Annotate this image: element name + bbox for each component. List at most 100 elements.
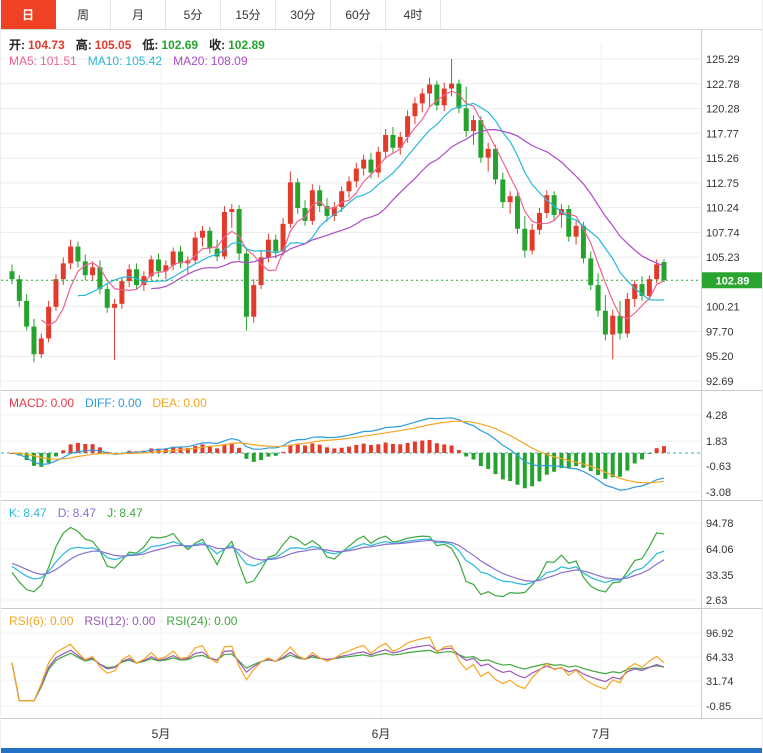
macd-histogram-bar bbox=[618, 452, 623, 477]
candle-body bbox=[75, 246, 81, 262]
macd-histogram-bar bbox=[478, 452, 483, 467]
macd-histogram-bar bbox=[229, 443, 234, 453]
candle-body bbox=[566, 209, 572, 237]
open-value: 104.73 bbox=[28, 37, 65, 52]
candle-body bbox=[412, 103, 418, 117]
tab-周[interactable]: 周 bbox=[56, 0, 111, 29]
macd-histogram-bar bbox=[544, 452, 549, 475]
candle-body bbox=[368, 159, 374, 173]
dea-value: 0.00 bbox=[183, 396, 207, 410]
candle-body bbox=[68, 246, 74, 264]
candle-body bbox=[324, 206, 330, 216]
macd-histogram-bar bbox=[449, 445, 454, 453]
candle-body bbox=[207, 230, 213, 249]
macd-histogram-bar bbox=[471, 452, 476, 460]
high-label: 高: bbox=[75, 38, 92, 52]
tab-月[interactable]: 月 bbox=[111, 0, 166, 29]
macd-histogram-bar bbox=[632, 452, 637, 464]
candle-body bbox=[287, 182, 293, 224]
candle-body bbox=[156, 259, 162, 272]
j-label: J: bbox=[107, 506, 117, 520]
macd-panel bbox=[1, 417, 701, 491]
j-line bbox=[11, 526, 665, 598]
macd-histogram-bar bbox=[207, 445, 212, 453]
high-value: 105.05 bbox=[94, 37, 132, 52]
macd-histogram-bar bbox=[346, 446, 351, 453]
candle-body bbox=[602, 310, 608, 335]
y-axis-label: 96.92 bbox=[706, 628, 734, 640]
diff-value: 0.00 bbox=[118, 396, 142, 410]
ma5-value: 101.51 bbox=[40, 54, 77, 68]
macd-histogram-bar bbox=[332, 448, 337, 453]
open-readout: 开: 104.73 bbox=[9, 36, 65, 53]
candle-body bbox=[595, 285, 601, 311]
macd-histogram-bar bbox=[310, 443, 315, 453]
close-label: 收: bbox=[209, 38, 226, 52]
candle-body bbox=[375, 151, 381, 173]
candlestick-chart[interactable]: 125.29 122.78 120.28 117.77 115.26 112.75 110.… bbox=[1, 30, 763, 753]
j-readout: J: 8.47 bbox=[107, 506, 143, 520]
y-axis-label: 100.21 bbox=[706, 302, 740, 314]
ma5-label: MA5: bbox=[9, 54, 38, 68]
y-axis-label: 97.70 bbox=[706, 327, 734, 339]
tab-4时[interactable]: 4时 bbox=[386, 0, 441, 29]
low-label: 低: bbox=[142, 38, 159, 52]
candle-body bbox=[588, 258, 594, 286]
macd-histogram-bar bbox=[420, 440, 425, 453]
tab-60分[interactable]: 60分 bbox=[331, 0, 386, 29]
y-axis-label: 1.83 bbox=[706, 436, 727, 448]
macd-histogram-bar bbox=[325, 447, 330, 453]
candle-body bbox=[514, 196, 520, 229]
rsi24-label: RSI(24): bbox=[166, 614, 212, 628]
panel-separators bbox=[1, 30, 762, 719]
y-axis-label: 31.74 bbox=[706, 676, 734, 688]
candle-body bbox=[265, 239, 271, 258]
candle-body bbox=[441, 88, 447, 106]
candle-body bbox=[617, 315, 623, 334]
candle-body bbox=[390, 134, 396, 148]
y-axis-label: 4.28 bbox=[706, 410, 727, 422]
bottom-scroll-bar[interactable] bbox=[1, 748, 763, 753]
macd-histogram-bar bbox=[647, 452, 652, 454]
macd-label: MACD: bbox=[9, 396, 48, 410]
macd-histogram-bar bbox=[596, 452, 601, 475]
candle-body bbox=[419, 93, 425, 104]
macd-histogram-bar bbox=[574, 452, 579, 467]
rsi-readout: RSI(6): 0.00 RSI(12): 0.00 RSI(24): 0.00 bbox=[9, 614, 237, 628]
candle-body bbox=[551, 195, 557, 215]
candle-body bbox=[104, 289, 110, 308]
macd-histogram-bar bbox=[376, 444, 381, 453]
macd-histogram-bar bbox=[251, 452, 256, 462]
k-line bbox=[11, 538, 665, 586]
tab-5分[interactable]: 5分 bbox=[166, 0, 221, 29]
candle-body bbox=[177, 251, 183, 264]
candle-body bbox=[610, 315, 616, 335]
candle-body bbox=[302, 208, 308, 221]
x-axis: 5月 6月 7月 bbox=[152, 727, 611, 741]
kdj-readout: K: 8.47 D: 8.47 J: 8.47 bbox=[9, 506, 143, 520]
macd-histogram-bar bbox=[75, 442, 80, 453]
candle-body bbox=[639, 284, 645, 296]
rsi-panel bbox=[11, 636, 665, 702]
macd-histogram-bar bbox=[625, 452, 630, 471]
ma10-readout: MA10: 105.42 bbox=[88, 54, 162, 68]
y-axis-label: 64.06 bbox=[706, 544, 734, 556]
macd-histogram-bar bbox=[559, 452, 564, 469]
macd-histogram-bar bbox=[434, 443, 439, 453]
dea-line bbox=[11, 420, 665, 484]
macd-histogram-bar bbox=[464, 452, 469, 457]
macd-histogram-bar bbox=[662, 446, 666, 453]
tab-15分[interactable]: 15分 bbox=[221, 0, 276, 29]
candle-body bbox=[251, 285, 257, 317]
candle-body bbox=[654, 264, 660, 280]
current-price-box bbox=[702, 272, 762, 289]
candle-body bbox=[544, 195, 550, 213]
macd-histogram-bar bbox=[31, 452, 36, 466]
tab-日[interactable]: 日 bbox=[1, 0, 56, 29]
candle-body bbox=[192, 237, 198, 261]
macd-histogram-bar bbox=[193, 445, 198, 453]
y-axis-label: 95.20 bbox=[706, 351, 734, 363]
y-axis-label: 2.63 bbox=[706, 595, 727, 607]
macd-histogram-bar bbox=[68, 444, 73, 453]
tab-30分[interactable]: 30分 bbox=[276, 0, 331, 29]
